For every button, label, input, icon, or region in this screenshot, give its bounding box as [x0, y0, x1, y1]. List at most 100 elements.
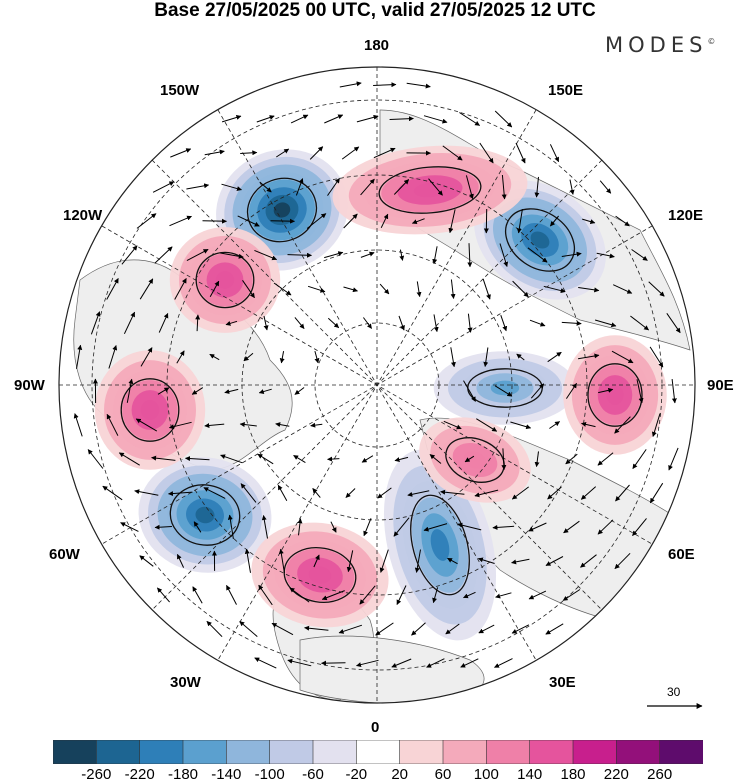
wind-arrow: [87, 449, 104, 469]
wind-arrow: [287, 252, 312, 258]
colorbar-tick-label: -180: [167, 766, 199, 783]
wind-arrow: [73, 413, 83, 437]
lon-label-90w: 90W: [14, 377, 45, 394]
height-contour: [410, 494, 470, 596]
wind-arrow: [534, 176, 540, 198]
wind-arrow: [511, 624, 530, 634]
wind-arrow: [479, 142, 494, 164]
wind-arrow: [501, 448, 507, 471]
wind-arrow: [561, 320, 582, 326]
wind-arrow: [549, 421, 561, 429]
anomaly-shade: [195, 506, 215, 524]
wind-arrow: [501, 174, 507, 200]
wind-arrow: [271, 622, 294, 636]
wind-arrow: [102, 485, 123, 501]
height-contour: [378, 166, 482, 214]
lon-label-150e: 150E: [548, 82, 584, 99]
wind-arrow: [445, 623, 460, 635]
wind-arrow: [494, 110, 513, 128]
wind-arrow: [433, 314, 439, 333]
wind-arrow: [615, 484, 630, 502]
wind-arrow: [632, 449, 647, 470]
wind-arrow: [118, 452, 140, 466]
wind-arrow: [578, 353, 600, 360]
wind-arrow: [482, 278, 491, 300]
wind-arrow: [393, 179, 410, 195]
wind-arrow: [391, 658, 412, 668]
wind-arrow: [598, 387, 614, 394]
graticule: [59, 67, 695, 703]
wind-vectors: [73, 81, 681, 669]
wind-arrow: [599, 180, 612, 194]
wind-arrow: [443, 420, 462, 430]
wind-arrow: [649, 346, 664, 368]
wind-arrow: [615, 215, 630, 227]
wind-arrow: [327, 317, 340, 329]
lon-label-60w: 60W: [49, 546, 80, 563]
wind-arrow: [562, 589, 581, 601]
wind-arrow: [134, 489, 159, 496]
wind-arrow: [254, 657, 277, 669]
wind-arrow: [416, 281, 422, 298]
wind-arrow: [423, 115, 448, 124]
wind-arrow: [324, 251, 344, 259]
wind-arrow: [467, 243, 473, 268]
wind-arrow: [411, 622, 426, 636]
wind-arrow: [176, 350, 185, 364]
wind-arrow: [463, 591, 476, 599]
wind-arrow: [407, 490, 430, 497]
wind-arrow: [666, 313, 681, 334]
wind-arrow: [580, 486, 597, 500]
wind-arrow: [476, 418, 498, 432]
wind-arrow: [314, 350, 320, 364]
wind-arrow: [176, 553, 185, 568]
wind-arrow: [594, 319, 617, 328]
wind-arrow: [512, 280, 529, 298]
wind-arrow: [120, 522, 139, 532]
anomaly-shade: [463, 451, 487, 469]
wind-arrow: [426, 658, 445, 668]
wind-arrow: [561, 251, 582, 257]
wind-arrow: [287, 658, 312, 667]
reference-vector-label: 30: [667, 685, 681, 699]
wind-arrow: [341, 146, 360, 160]
height-contour: [195, 251, 255, 309]
wind-arrow: [396, 585, 407, 605]
wind-arrow: [499, 243, 509, 267]
anomaly-shade: [308, 566, 332, 584]
wind-arrow: [414, 549, 421, 573]
wind-arrow: [450, 347, 456, 368]
colorbar-tick-label: 180: [560, 766, 586, 783]
wind-arrow: [220, 454, 243, 464]
wind-arrow: [239, 422, 257, 428]
wind-arrow: [545, 623, 564, 635]
wind-arrow: [373, 147, 396, 159]
colorbar-swatch: [356, 740, 401, 764]
anomaly-shade: [215, 271, 235, 289]
lon-label-180: 180: [364, 37, 390, 54]
wind-arrow: [483, 347, 489, 367]
wind-arrow: [135, 418, 158, 432]
wind-arrow: [276, 148, 290, 158]
wind-arrow: [192, 586, 203, 604]
wind-arrow: [429, 454, 442, 464]
wind-arrow: [140, 347, 153, 367]
wind-arrow: [545, 556, 564, 566]
wind-arrow: [209, 353, 220, 361]
colorbar-swatch: [226, 740, 271, 764]
wind-arrow: [174, 278, 187, 300]
colorbar-swatch: [442, 740, 488, 764]
colorbar-swatch: [529, 740, 574, 764]
wind-arrow: [185, 456, 210, 462]
wind-arrow: [547, 351, 562, 363]
colorbar-tick-label: 100: [473, 766, 499, 783]
wind-arrow: [530, 383, 545, 399]
wind-arrow: [312, 488, 321, 498]
wind-arrow: [76, 344, 83, 369]
wind-arrow: [432, 246, 438, 265]
height-contour: [169, 484, 241, 546]
wind-arrow: [611, 350, 634, 364]
wind-arrow: [494, 658, 513, 668]
wind-arrow: [151, 455, 176, 461]
